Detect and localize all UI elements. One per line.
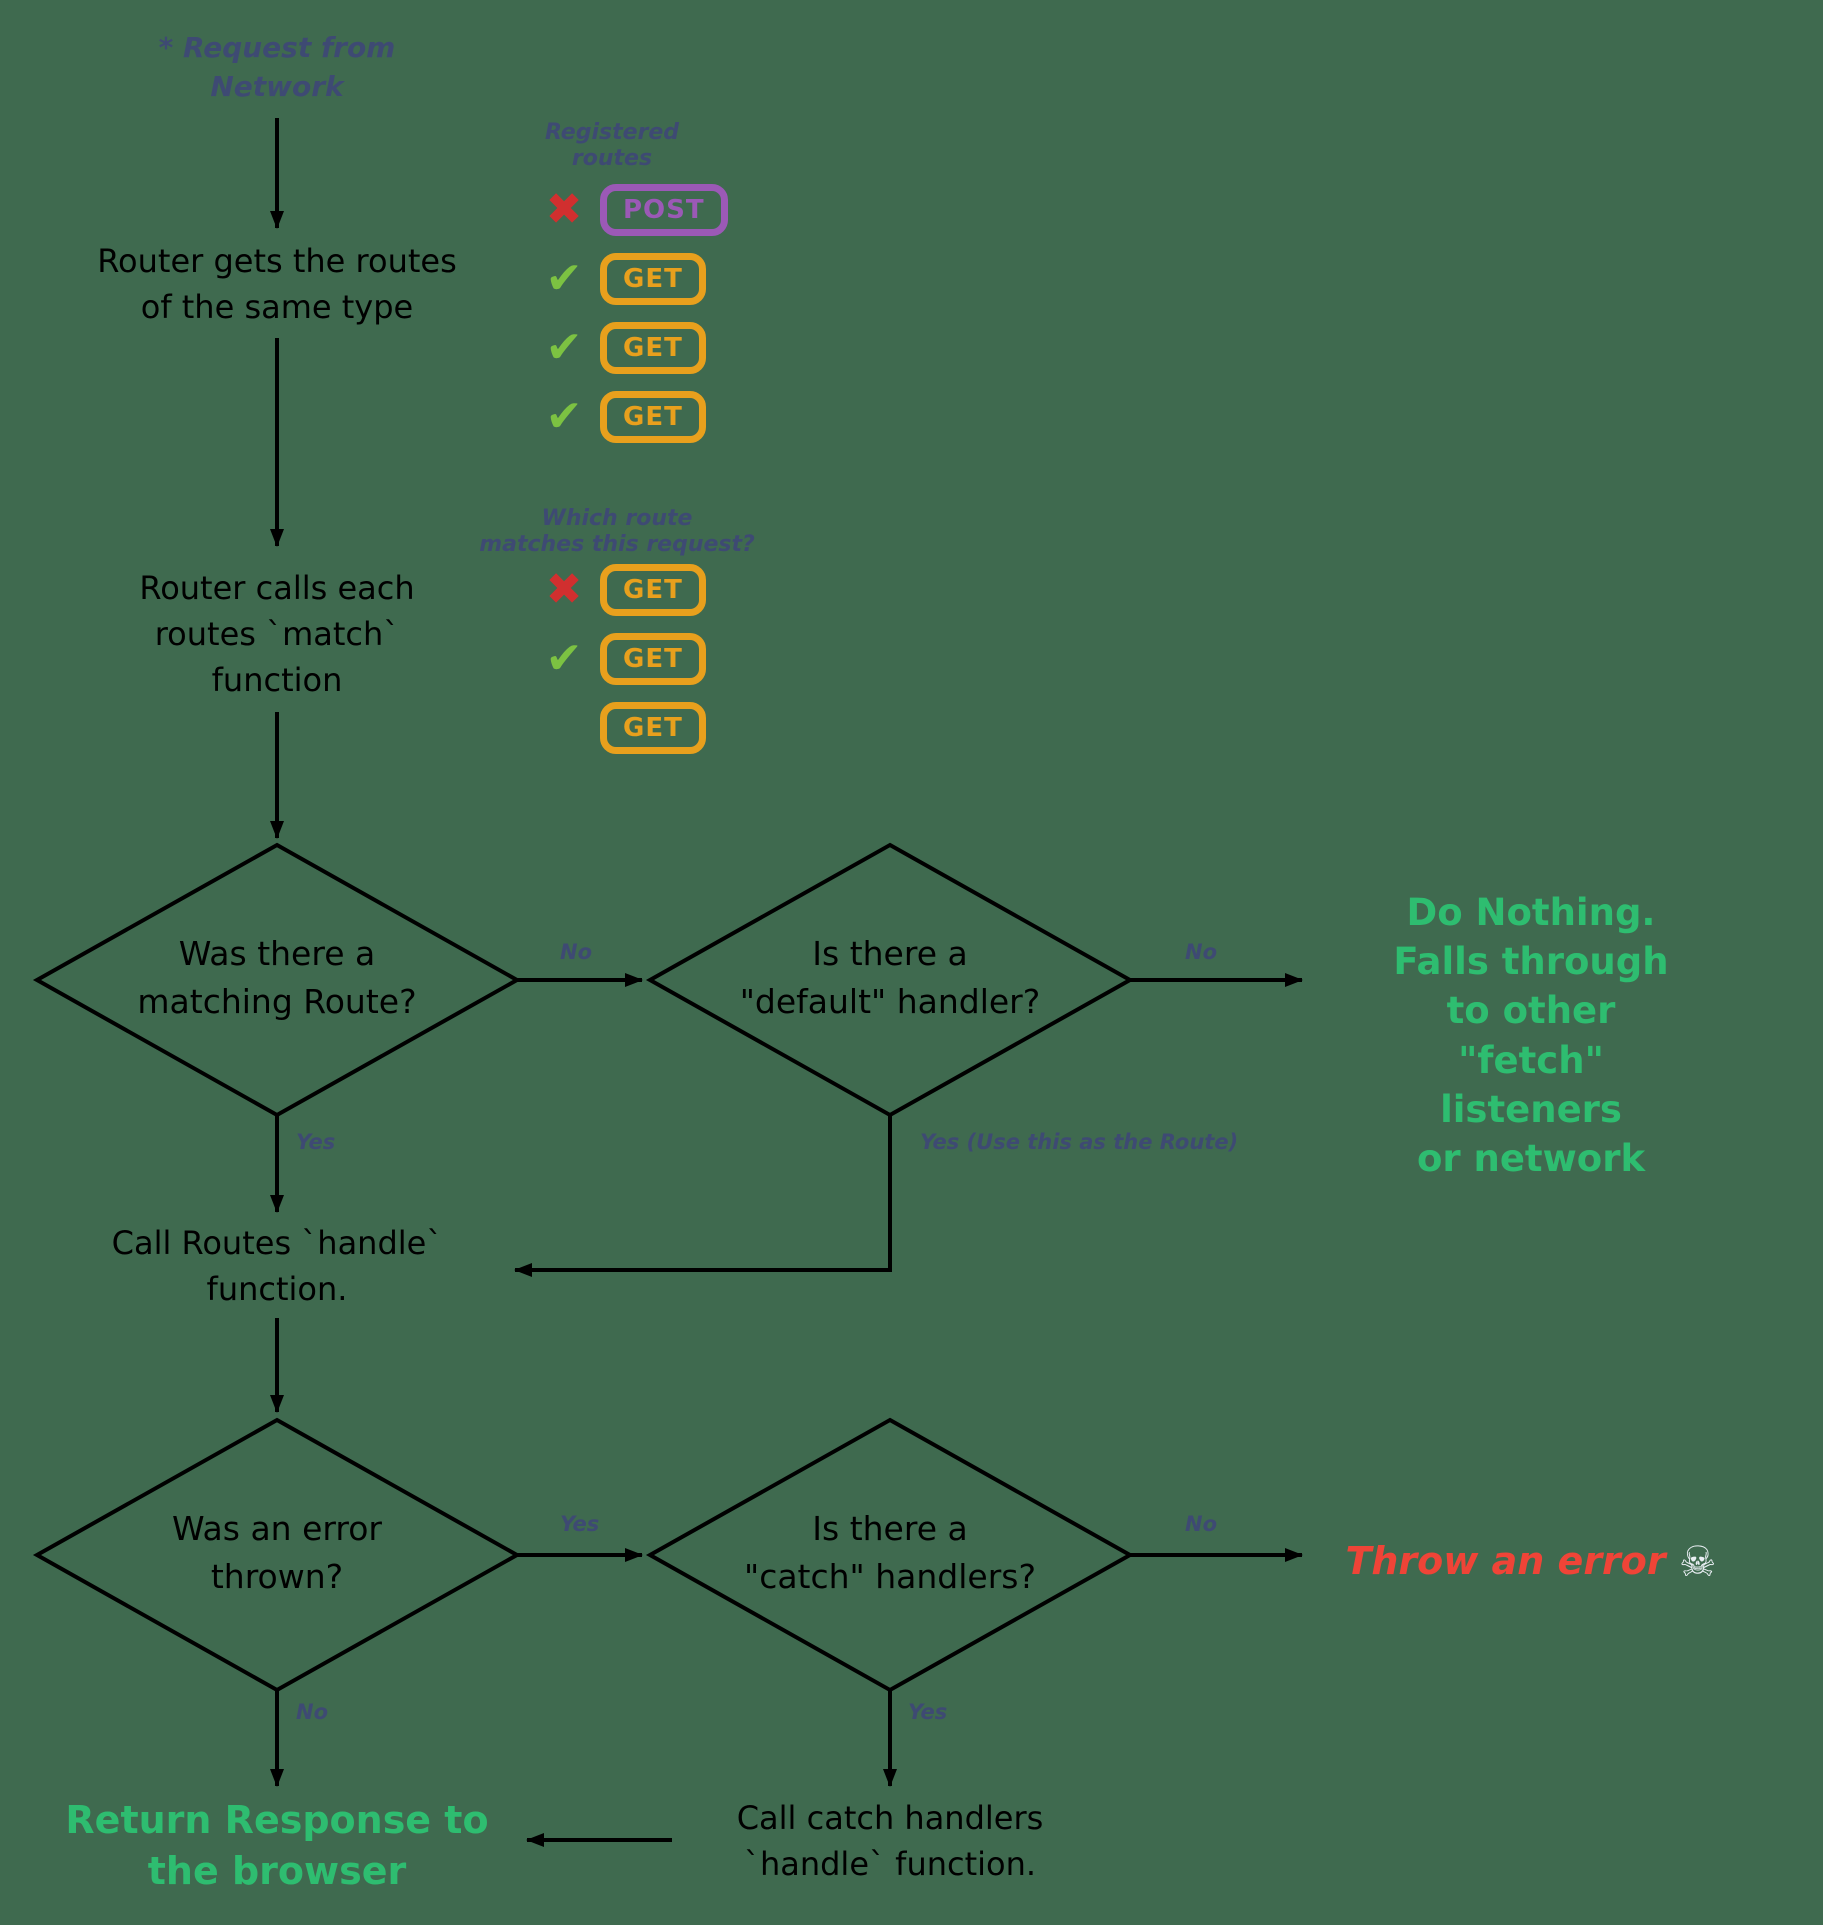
skull-icon: ☠	[1678, 1537, 1717, 1586]
method-badge-get: GET	[600, 391, 706, 443]
check-icon: ✔	[545, 322, 583, 373]
start-note: * Request from Network	[158, 31, 396, 104]
edge-label-yes-default: Yes (Use this as the Route)	[920, 1130, 1239, 1154]
match-routes-list: ✖ GET ✔ GET GET	[540, 560, 706, 767]
node-call-handle: Call Routes `handle` function.	[111, 1224, 443, 1309]
node-do-nothing: Do Nothing. Falls through to other "fetc…	[1393, 891, 1669, 1181]
cross-icon: ✖	[545, 564, 583, 615]
node-throw-error: Throw an error ☠	[1345, 1532, 1716, 1592]
edge-label-yes-catch: Yes	[908, 1700, 948, 1724]
node-return-response: Return Response to the browser	[65, 1798, 489, 1893]
method-badge-get: GET	[600, 564, 706, 616]
method-badge-get: GET	[600, 322, 706, 374]
check-icon: ✔	[545, 633, 583, 684]
route-row: GET	[540, 698, 706, 758]
cross-icon: ✖	[545, 184, 583, 235]
route-row: ✖ GET	[540, 560, 706, 620]
edge-label-no-default: No	[1185, 940, 1218, 964]
throw-error-text: Throw an error	[1345, 1539, 1666, 1583]
registered-routes-list: ✖ POST ✔ GET ✔ GET ✔ GET	[540, 180, 728, 456]
route-row: ✔ GET	[540, 318, 728, 378]
method-badge-get: GET	[600, 633, 706, 685]
method-badge-get: GET	[600, 702, 706, 754]
method-badge-post: POST	[600, 184, 728, 236]
diamond-matching-route-label: Was there a matching Route?	[137, 934, 417, 1021]
route-row: ✔ GET	[540, 629, 706, 689]
check-icon: ✔	[545, 391, 583, 442]
registered-routes-heading: Registered routes	[544, 120, 680, 172]
node-router-calls: Router calls each routes `match` functio…	[139, 569, 415, 700]
edge-label-no-matching: No	[560, 940, 593, 964]
route-row: ✔ GET	[540, 249, 728, 309]
edge-label-yes-matching: Yes	[296, 1130, 336, 1154]
edge-label-no-catch: No	[1185, 1512, 1218, 1536]
node-router-gets: Router gets the routes of the same type	[97, 242, 457, 327]
diamond-catch-handler-label: Is there a "catch" handlers?	[744, 1509, 1036, 1596]
method-badge-get: GET	[600, 253, 706, 305]
node-call-catch: Call catch handlers `handle` function.	[736, 1799, 1044, 1884]
which-route-heading: Which route matches this request?	[479, 506, 755, 558]
route-row: ✔ GET	[540, 387, 728, 447]
edge-label-yes-error: Yes	[560, 1512, 600, 1536]
diamond-default-handler-label: Is there a "default" handler?	[739, 934, 1041, 1021]
edge-label-no-error: No	[296, 1700, 329, 1724]
check-icon: ✔	[545, 253, 583, 304]
diamond-error-thrown-label: Was an error thrown?	[172, 1509, 382, 1596]
arrow-default-yes-to-call-handle	[514, 1115, 892, 1277]
route-row: ✖ POST	[540, 180, 728, 240]
